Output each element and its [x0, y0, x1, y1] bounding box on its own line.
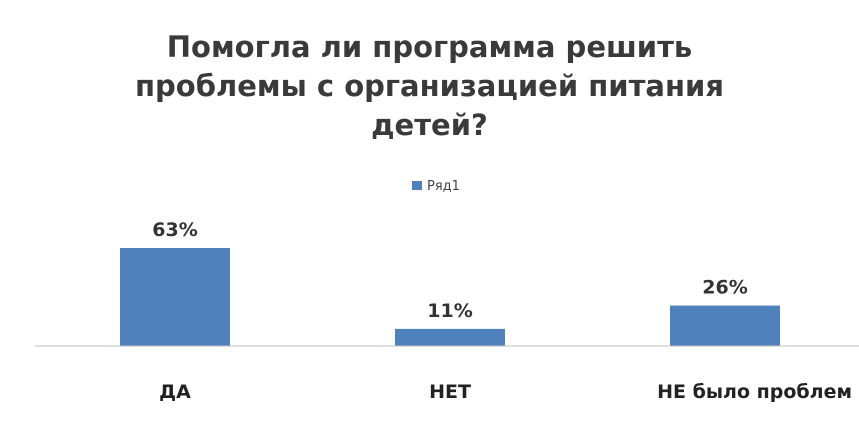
data-label-3: 26% — [702, 277, 747, 299]
legend: Ряд1 — [412, 179, 460, 194]
category-label-2: НЕТ — [429, 381, 471, 403]
legend-label-series-1: Ряд1 — [427, 179, 460, 194]
category-label-3: НЕ было проблем — [657, 381, 852, 403]
category-label-1: ДА — [159, 381, 191, 403]
chart-title: Помогла ли программа решить проблемы с ор… — [135, 30, 724, 142]
legend-swatch — [412, 181, 422, 190]
data-label-1: 63% — [152, 219, 197, 241]
bar-1 — [120, 248, 230, 346]
bars — [120, 248, 780, 346]
bar-2 — [395, 328, 505, 346]
category-labels: ДА НЕТ НЕ было проблем — [159, 381, 852, 403]
bar-3 — [670, 305, 780, 346]
data-labels: 63% 11% 26% — [152, 219, 747, 322]
data-label-2: 11% — [427, 300, 472, 322]
